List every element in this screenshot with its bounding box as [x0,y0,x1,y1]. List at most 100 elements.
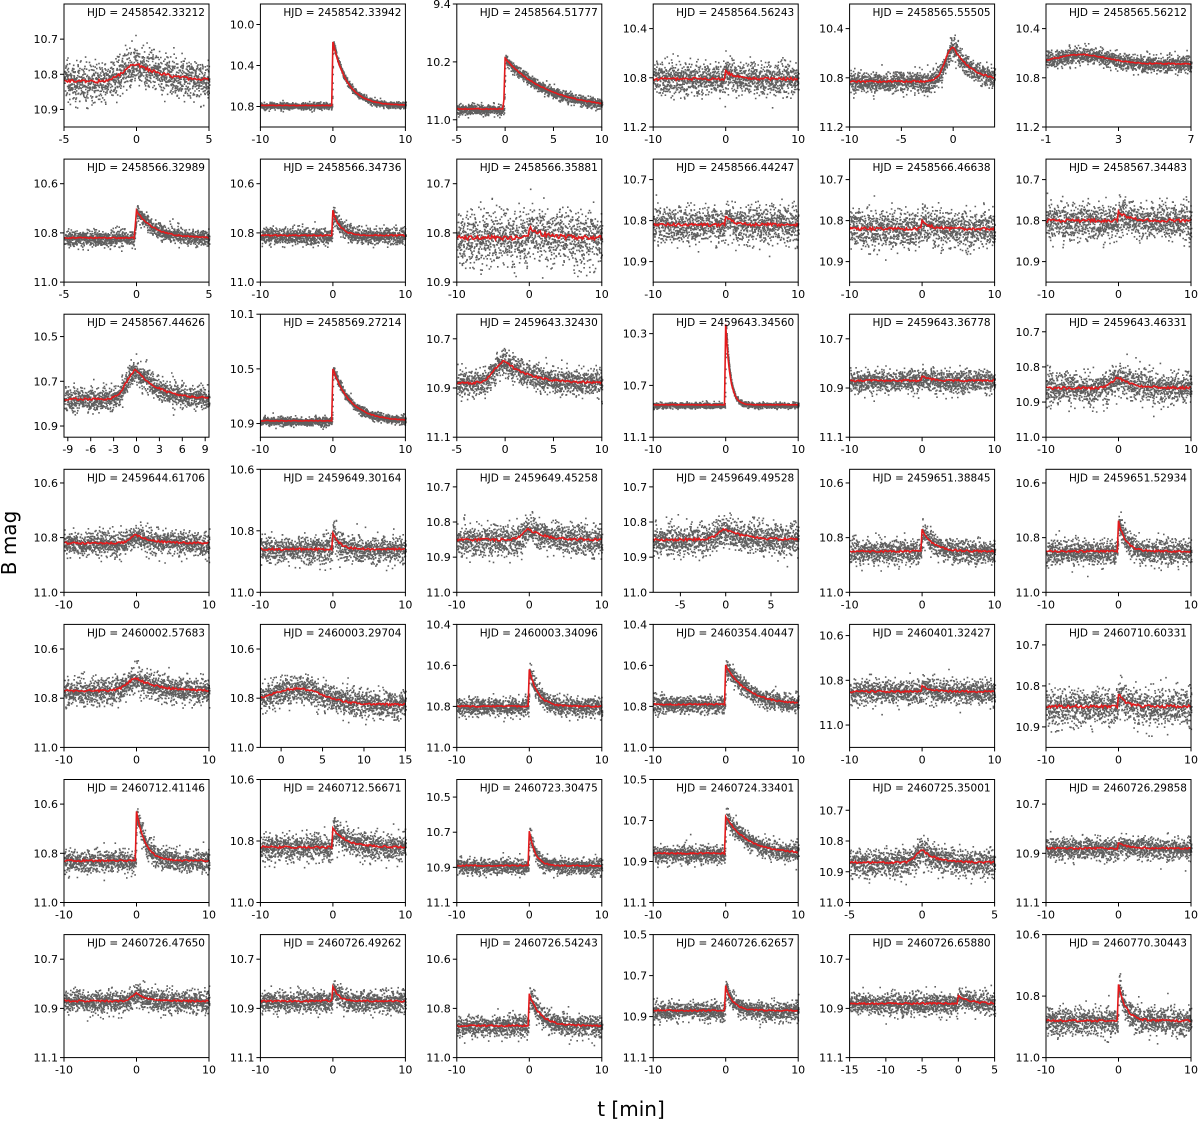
observation-points [849,834,997,886]
light-curve-panel: -5 0 5 10.7 10.8 10.9 HJD = 2458542.33212 [34,3,213,146]
light-curve-panel: 0 5 10 15 10.6 10.8 11.0 HJD = 2460003.29704 [230,623,412,766]
y-tick-label: 10.9 [819,866,844,879]
observation-points [1046,830,1193,872]
x-tick-label: 0 [329,288,336,301]
x-tick-label: 10 [988,753,1002,766]
light-curve-panel: -10 0 10 10.7 10.8 10.9 11.0 HJD = 2459649.4525… [426,468,609,611]
panel-hjd-label: HJD = 2460726.65880 [873,938,991,950]
y-tick-label: 10.6 [1016,477,1041,490]
panel-hjd-label: HJD = 2458566.46638 [873,162,991,174]
y-tick-label: 10.8 [623,516,648,529]
x-tick-label: 0 [722,1064,729,1077]
y-tick-label: 10.5 [426,791,451,804]
x-tick-label: 5 [768,598,775,611]
y-tick-label: 11.1 [1016,897,1041,910]
x-tick-label: 10 [595,1064,609,1077]
panel-hjd-label: HJD = 2458566.32989 [87,162,205,174]
y-tick-label: 10.9 [230,1002,255,1015]
x-tick-label: -10 [644,909,662,922]
panel-frame [849,3,996,128]
panel-hjd-label: HJD = 2458542.33212 [87,7,205,19]
observation-points [653,807,800,871]
y-tick-label: 11.1 [623,1052,648,1065]
light-curve-panel: -10 0 10 10.6 10.8 11.0 HJD = 2458566.34736 [230,158,412,301]
y-tick-label: 10.7 [34,375,59,388]
y-tick-label: 10.8 [426,516,451,529]
panel-hjd-label: HJD = 2460726.62657 [676,938,794,950]
y-tick-label: 10.9 [34,420,59,433]
smoothed-curve [456,993,602,1028]
x-tick-label: 10 [398,133,412,146]
y-tick-label: 10.6 [34,643,59,656]
panel-frame [1045,623,1192,748]
panel-hjd-label: HJD = 2460354.40447 [676,627,794,639]
x-tick-label: 0 [722,443,729,456]
observation-points [64,521,211,564]
light-curve-panel: -10 0 10 10.7 10.9 11.1 HJD = 2460726.49262 [230,934,412,1077]
y-tick-label: 10.6 [230,774,255,787]
y-tick-label: 10.9 [426,276,451,289]
light-curve-panel: -10 -5 0 10.4 10.8 11.2 HJD = 2458565.55505 [819,3,997,146]
y-tick-label: 10.8 [623,215,648,228]
x-tick-label: 10 [595,133,609,146]
light-curve-panel: -10 0 10 10.7 10.9 11.1 HJD = 2459643.36778 [819,313,1002,456]
light-curve-panel: -10 0 10 10.6 10.8 11.0 HJD = 2459649.30164 [230,463,413,611]
panel-hjd-label: HJD = 2458566.44247 [676,162,794,174]
y-tick-label: 10.9 [623,551,648,564]
x-tick-label: 0 [1115,753,1122,766]
smoothed-curve [456,527,603,543]
x-tick-label: -5 [451,443,462,456]
x-tick-label: -5 [917,1064,928,1077]
x-tick-label: 0 [919,909,926,922]
y-tick-label: 10.7 [623,379,648,392]
smoothed-curve [849,684,995,694]
smoothed-curve [63,811,210,863]
y-tick-label: 10.0 [230,19,255,32]
panel-frame [456,3,603,128]
observation-points [456,662,604,723]
y-tick-label: 10.9 [426,861,451,874]
y-tick-label: 9.4 [433,0,451,11]
y-tick-label: 10.4 [230,60,255,73]
panel-frame [259,623,406,748]
panel-frame [63,468,210,593]
y-tick-label: 11.0 [819,586,844,599]
y-tick-label: 10.9 [1016,847,1041,860]
y-tick-label: 10.8 [34,847,59,860]
x-tick-label: 0 [526,288,533,301]
y-tick-label: 10.4 [623,23,648,36]
x-tick-label: -10 [55,909,73,922]
x-tick-label: 10 [791,288,805,301]
y-tick-label: 10.7 [1016,174,1041,187]
x-tick-label: -5 [451,133,462,146]
smoothed-curve [652,813,799,856]
y-tick-label: 10.5 [230,363,255,376]
observation-points [64,660,211,710]
light-curve-panel: -10 0 10 10.6 10.8 11.0 HJD = 2459651.38845 [819,468,1002,611]
y-tick-label: 10.6 [819,630,844,643]
observation-points [64,980,211,1022]
y-tick-label: 10.6 [34,798,59,811]
smoothed-curve [456,224,603,242]
smoothed-curve [653,324,799,406]
y-tick-label: 10.7 [230,953,255,966]
observation-points [1046,192,1193,249]
panel-hjd-label: HJD = 2460003.29704 [283,627,401,639]
x-tick-label: -15 [841,1064,859,1077]
x-tick-label: -3 [108,443,119,456]
observation-points [849,195,997,261]
x-tick-label: -10 [251,1064,269,1077]
x-tick-label: -10 [644,1064,662,1077]
observation-points [1046,511,1193,578]
panel-hjd-label: HJD = 2459643.34560 [676,317,794,329]
y-tick-label: 10.4 [426,618,451,631]
light-curve-panel: -15 -10 -5 0 5 10.7 10.9 11.1 HJD = 2460726.6588… [819,934,998,1077]
y-tick-label: 10.7 [426,178,451,191]
x-tick-label: 0 [1115,909,1122,922]
x-tick-label: 10 [357,753,371,766]
y-tick-label: 10.6 [230,178,255,191]
x-tick-label: 6 [179,443,186,456]
y-tick-label: 10.5 [623,929,648,942]
